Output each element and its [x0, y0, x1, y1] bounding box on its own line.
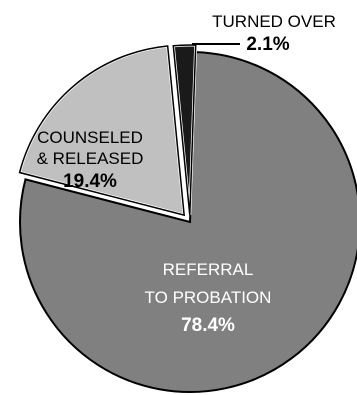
slice-turned-over-outline: [172, 44, 197, 216]
slice-label-line: TO PROBATION: [145, 288, 272, 307]
slice-label-line: & RELEASED: [37, 149, 144, 168]
slice-referral-to-probation: [19, 51, 357, 393]
slice-percent-label: 2.1%: [246, 34, 289, 55]
slice-label-line: TURNED OVER: [212, 12, 336, 31]
slice-label-turned-over: TURNED OVER 2.1%: [192, 12, 336, 55]
slice-label-line: REFERRAL: [163, 260, 254, 279]
slice-counseled-released-outline: [18, 45, 186, 217]
slice-label-referral: REFERRAL TO PROBATION 78.4%: [145, 260, 272, 336]
slice-label-counseled: COUNSELED & RELEASED 19.4%: [37, 128, 144, 192]
slice-percent-label: 78.4%: [181, 315, 235, 336]
slice-percent-label: 19.4%: [63, 171, 117, 192]
slice-label-line: COUNSELED: [37, 128, 143, 147]
